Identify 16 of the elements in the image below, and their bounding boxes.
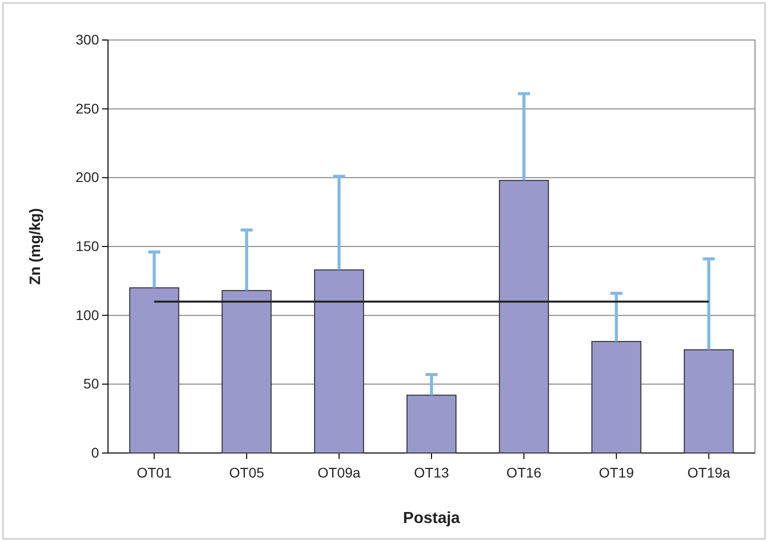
y-axis-title: Zn (mg/kg)	[27, 208, 44, 285]
x-tick-label: OT19	[598, 464, 634, 480]
x-tick-label: OT13	[414, 464, 450, 480]
x-tick-label: OT19a	[687, 464, 730, 480]
y-tick-label: 0	[91, 444, 100, 460]
y-tick-label: 150	[76, 238, 100, 254]
x-tick-label: OT01	[136, 464, 172, 480]
x-tick-label: OT05	[229, 464, 264, 480]
x-axis-title: Postaja	[403, 510, 460, 527]
y-tick-label: 250	[76, 100, 100, 116]
x-tick-label: OT16	[506, 464, 542, 480]
x-tick-label: OT09a	[318, 464, 361, 480]
y-tick-label: 200	[76, 169, 100, 186]
y-tick-label: 300	[76, 31, 100, 48]
y-tick-label: 50	[83, 376, 100, 392]
y-tick-label: 100	[76, 306, 100, 323]
